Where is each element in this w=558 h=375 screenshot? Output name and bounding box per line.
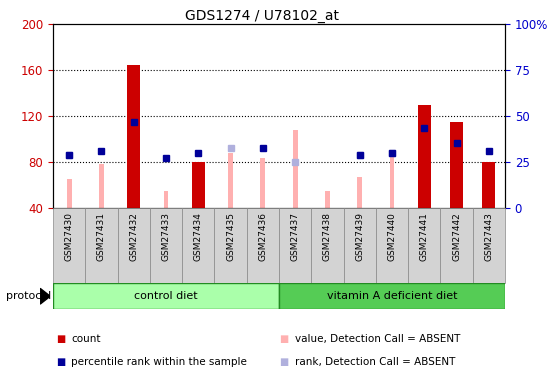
Bar <box>53 283 279 309</box>
Bar <box>418 105 431 208</box>
Bar <box>357 177 362 208</box>
Bar <box>150 208 182 283</box>
Text: GSM27437: GSM27437 <box>291 212 300 261</box>
Bar <box>118 208 150 283</box>
Text: ■: ■ <box>279 334 288 344</box>
Bar <box>389 153 395 208</box>
Bar <box>408 208 440 283</box>
Text: protocol: protocol <box>6 291 51 301</box>
Text: GSM27435: GSM27435 <box>226 212 235 261</box>
Bar <box>473 208 505 283</box>
Bar <box>182 208 214 283</box>
Bar <box>127 64 140 208</box>
Text: GSM27439: GSM27439 <box>355 212 364 261</box>
Bar <box>99 165 104 208</box>
Bar <box>311 208 344 283</box>
Text: control diet: control diet <box>134 291 198 301</box>
Bar <box>440 208 473 283</box>
Bar <box>228 153 233 208</box>
Text: GSM27434: GSM27434 <box>194 212 203 261</box>
Text: GSM27442: GSM27442 <box>452 212 461 261</box>
Bar <box>279 208 311 283</box>
Text: GSM27443: GSM27443 <box>484 212 493 261</box>
Text: GSM27438: GSM27438 <box>323 212 332 261</box>
Bar <box>192 162 205 208</box>
Bar <box>325 191 330 208</box>
Bar <box>261 158 265 208</box>
Text: GSM27433: GSM27433 <box>161 212 171 261</box>
Text: GSM27430: GSM27430 <box>65 212 74 261</box>
Bar <box>279 283 505 309</box>
Bar <box>67 179 71 208</box>
Bar <box>163 191 169 208</box>
Text: GSM27431: GSM27431 <box>97 212 106 261</box>
Bar <box>450 122 463 208</box>
Text: GSM27432: GSM27432 <box>129 212 138 261</box>
Bar <box>247 208 279 283</box>
Text: value, Detection Call = ABSENT: value, Detection Call = ABSENT <box>295 334 460 344</box>
Text: ■: ■ <box>56 357 65 367</box>
Text: GSM27436: GSM27436 <box>258 212 267 261</box>
Text: GSM27441: GSM27441 <box>420 212 429 261</box>
Bar <box>293 130 297 208</box>
Bar <box>344 208 376 283</box>
Text: ■: ■ <box>279 357 288 367</box>
Text: GDS1274 / U78102_at: GDS1274 / U78102_at <box>185 9 339 23</box>
Bar <box>376 208 408 283</box>
Bar <box>482 162 496 208</box>
Polygon shape <box>40 288 50 304</box>
Text: percentile rank within the sample: percentile rank within the sample <box>71 357 247 367</box>
Text: count: count <box>71 334 101 344</box>
Text: GSM27440: GSM27440 <box>387 212 397 261</box>
Bar <box>214 208 247 283</box>
Text: vitamin A deficient diet: vitamin A deficient diet <box>327 291 457 301</box>
Text: rank, Detection Call = ABSENT: rank, Detection Call = ABSENT <box>295 357 455 367</box>
Text: ■: ■ <box>56 334 65 344</box>
Bar <box>53 208 85 283</box>
Bar <box>85 208 118 283</box>
